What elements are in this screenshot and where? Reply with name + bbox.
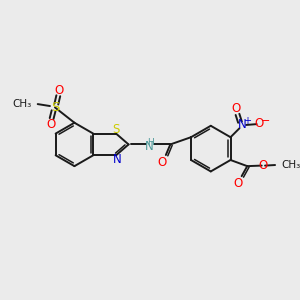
Text: +: + [243,116,251,126]
Text: S: S [112,124,120,136]
Text: O: O [46,118,56,130]
Text: H: H [147,138,154,147]
Text: −: − [260,116,270,126]
Text: O: O [54,84,64,97]
Text: O: O [157,156,167,169]
Text: CH₃: CH₃ [281,160,300,170]
Text: N: N [238,118,247,131]
Text: N: N [145,140,154,153]
Text: O: O [259,158,268,172]
Text: N: N [112,153,121,166]
Text: O: O [231,102,240,115]
Text: O: O [255,117,264,130]
Text: O: O [233,177,242,190]
Text: S: S [51,101,59,114]
Text: CH₃: CH₃ [12,98,32,109]
